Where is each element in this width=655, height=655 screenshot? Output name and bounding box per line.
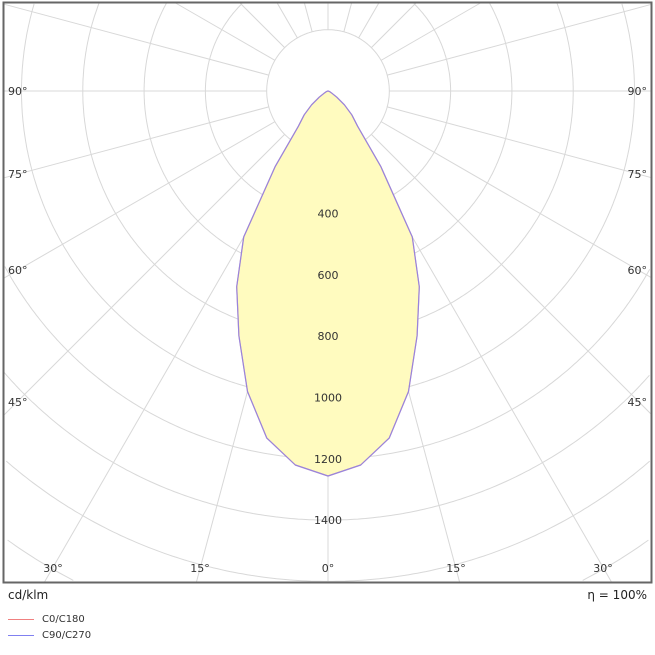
angle-labels: 90° 75° 60° 45° 30° 15° 0° 15° 30° 45° 6… [8,85,647,575]
unit-label: cd/klm [8,588,49,602]
grid-radial [387,3,652,76]
angle-label-0: 0° [322,562,335,575]
grid-radial [303,2,313,32]
legend-label: C0/C180 [42,614,85,625]
grid-radial [175,2,276,61]
intensity-fill [236,91,420,476]
grid-radial [3,121,276,279]
grid-circle [5,460,651,582]
grid-circle [21,3,635,398]
angle-label-right-90: 90° [628,85,648,98]
angle-label-right-75: 75° [628,168,648,181]
legend-label: C90/C270 [42,630,92,641]
grid-radial [358,2,380,39]
legend-swatch-c90 [8,635,34,636]
radial-tick-label: 600 [318,269,339,282]
grid-radial [3,3,269,76]
angle-label-right-45: 45° [628,396,648,409]
radial-tick-label: 1000 [314,392,342,405]
radial-tick-label: 1400 [314,514,342,527]
grid-radial [380,121,652,278]
efficiency-label: η = 100% [587,588,647,602]
angle-label-left-75: 75° [8,168,28,181]
angle-label-left-15: 15° [190,562,210,575]
grid-radial [3,133,286,416]
polar-intensity-chart: 90° 75° 60° 45° 30° 15° 0° 15° 30° 45° 6… [2,1,653,584]
chart-frame [2,1,653,584]
grid-circle [3,372,650,521]
grid-radial [387,106,652,179]
legend-swatch-c0 [8,619,34,620]
angle-label-right-30: 30° [593,562,613,575]
grid-circle [4,266,651,460]
grid-radial [370,133,652,415]
legend-item-c0: C0/C180 [8,614,85,625]
angle-label-right-60: 60° [628,264,648,277]
angle-label-left-90: 90° [8,85,28,98]
radial-tick-label: 400 [318,208,339,221]
grid-circle [7,539,649,581]
grid-radial [380,2,481,61]
grid-radial [3,106,269,179]
curves [236,90,420,477]
angle-label-right-15: 15° [446,562,466,575]
grid-radial [276,2,298,39]
angle-label-left-45: 45° [8,396,28,409]
angle-label-left-30: 30° [43,562,63,575]
radial-tick-label: 800 [318,330,339,343]
radial-tick-label: 1200 [314,453,342,466]
grid-radial [370,2,417,49]
radial-tick-labels: 400 600 800 1000 1200 1400 [314,208,342,527]
series-curve-c90-c270 [236,90,420,477]
grid-radial [239,2,286,49]
legend-item-c90: C90/C270 [8,630,91,641]
grid-radial [343,2,353,32]
angle-label-left-60: 60° [8,264,28,277]
